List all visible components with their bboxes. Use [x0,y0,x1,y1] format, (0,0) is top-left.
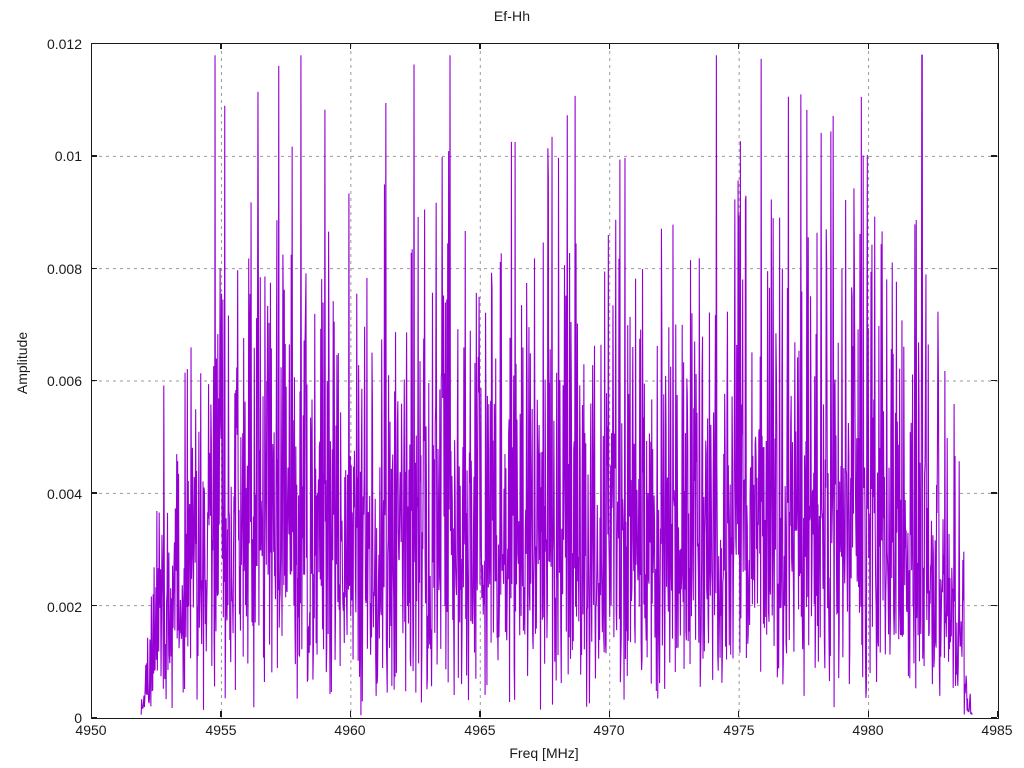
y-axis-tick-label: 0.004 [46,486,82,502]
y-tickmark [991,717,997,719]
y-axis-tick-label: 0.002 [46,599,82,615]
y-tickmark [91,380,97,382]
plot-area [91,43,999,719]
x-tickmark [608,711,610,717]
y-tickmark [91,717,97,719]
y-axis-tick-label: 0.01 [54,148,82,164]
y-tickmark [991,267,997,269]
x-axis-tick-label: 4980 [852,722,884,738]
x-axis-label: Freq [MHz] [509,745,579,761]
y-tickmark [991,604,997,606]
data-series-line [140,54,973,716]
y-tickmark [91,155,97,157]
x-tickmark [479,711,481,717]
x-tickmark [91,43,93,49]
y-tickmark [991,492,997,494]
x-tickmark [608,43,610,49]
y-tickmark [91,492,97,494]
x-axis-tick-label: 4970 [593,722,625,738]
x-tickmark [220,43,222,49]
chart-title: Ef-Hh [493,8,531,24]
x-axis-tick-label: 4950 [75,722,107,738]
y-tickmark [91,267,97,269]
x-tickmark [91,711,93,717]
x-tickmark [867,711,869,717]
y-axis-tick-label: 0 [74,710,82,726]
y-axis-tick-label: 0.008 [46,261,82,277]
y-tickmark [91,43,97,45]
x-axis-tick-label: 4955 [205,722,237,738]
y-axis-label: Amplitude [14,331,30,395]
x-tickmark [349,43,352,49]
x-tickmark [738,711,740,717]
x-tickmark [349,711,352,717]
x-axis-tick-label: 4960 [334,722,366,738]
x-tickmark [220,711,222,717]
y-axis-tick-label: 0.006 [46,373,82,389]
x-tickmark [738,43,740,49]
x-tickmark [997,43,999,49]
x-axis-tick-label: 4975 [723,722,755,738]
x-axis-tick-label: 4985 [981,722,1013,738]
y-tickmark [991,155,997,157]
y-tickmark [91,604,97,606]
x-tickmark [479,43,481,49]
y-axis-tick-label: 0.012 [46,36,82,52]
spectrum-trace [140,54,973,716]
y-tickmark [991,43,997,45]
y-tickmark [991,380,997,382]
x-tickmark [867,43,869,49]
x-tickmark [997,711,999,717]
x-axis-tick-label: 4965 [464,722,496,738]
